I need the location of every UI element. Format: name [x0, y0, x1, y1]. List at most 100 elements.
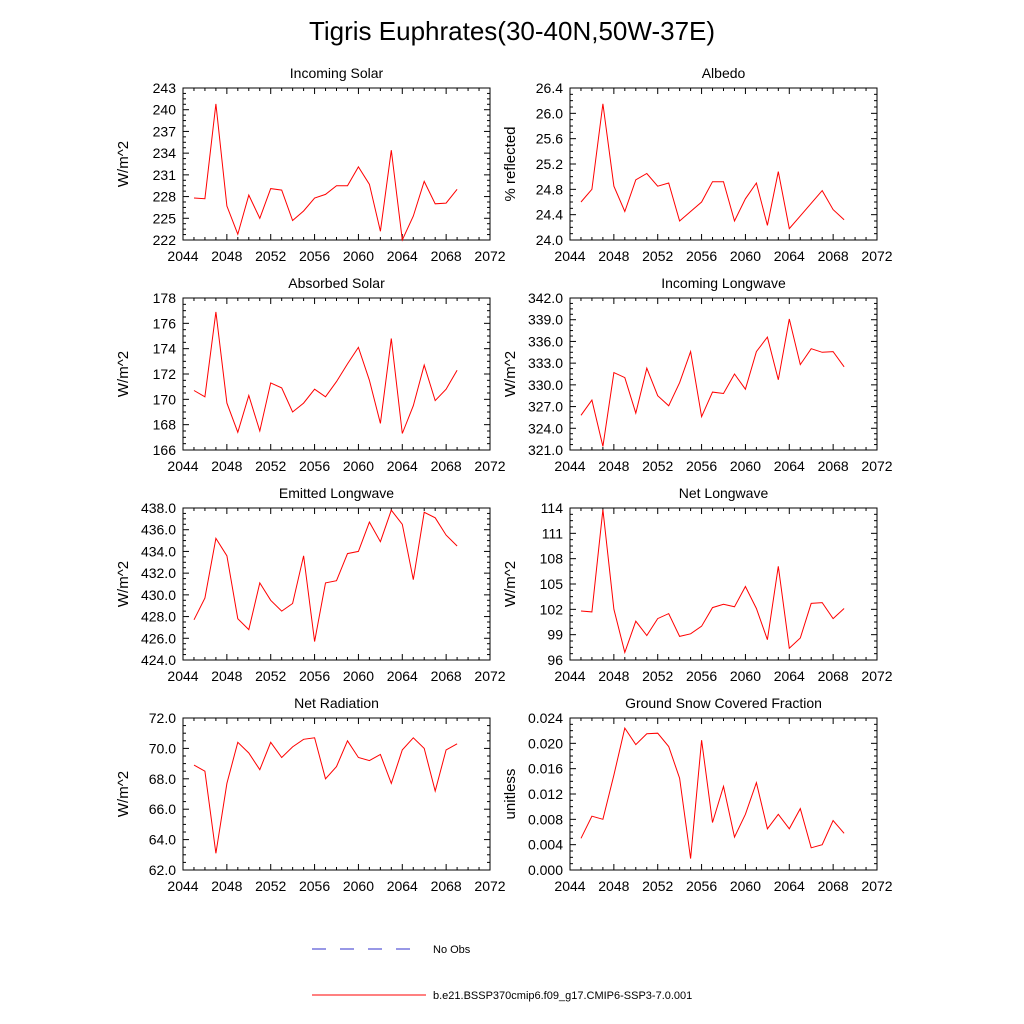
data-point — [788, 317, 791, 320]
data-point — [434, 399, 437, 402]
data-point — [258, 581, 261, 584]
data-point — [821, 843, 824, 846]
data-point — [401, 432, 404, 435]
x-tick-label: 2064 — [387, 668, 418, 684]
data-point — [225, 402, 228, 405]
y-tick-label: 0.000 — [528, 862, 563, 878]
x-tick-label: 2044 — [167, 248, 198, 264]
data-point — [634, 412, 637, 415]
panels: 2044 2048 2052 2056 2060 2064 2068 2072 222 225 22… — [115, 65, 893, 894]
y-tick-label: 172 — [153, 366, 177, 382]
chart-panel: 2044 2048 2052 2056 2060 2064 2068 2072 96 99 102 1… — [502, 485, 893, 684]
y-axis-label: W/m^2 — [502, 351, 519, 397]
data-point — [711, 606, 714, 609]
data-point — [755, 781, 758, 784]
x-tick-label: 2052 — [255, 668, 286, 684]
data-point — [203, 197, 206, 200]
x-tick-label: 2072 — [861, 248, 892, 264]
data-point — [291, 219, 294, 222]
data-point — [324, 777, 327, 780]
y-tick-label: 26.4 — [536, 80, 563, 96]
data-point — [214, 102, 217, 105]
data-point — [777, 170, 780, 173]
data-point — [192, 618, 195, 621]
data-point — [810, 602, 813, 605]
data-point — [700, 625, 703, 628]
data-point — [313, 197, 316, 200]
x-tick-label: 2056 — [686, 248, 717, 264]
x-tick-label: 2052 — [642, 668, 673, 684]
x-tick-label: 2048 — [598, 878, 629, 894]
x-tick-label: 2064 — [387, 878, 418, 894]
data-point — [412, 404, 415, 407]
data-point — [634, 620, 637, 623]
data-point — [445, 748, 448, 751]
data-point — [324, 581, 327, 584]
data-point — [379, 422, 382, 425]
data-point — [247, 194, 250, 197]
x-tick-label: 2060 — [343, 668, 374, 684]
y-tick-label: 434.0 — [141, 543, 176, 559]
data-point — [678, 777, 681, 780]
y-tick-label: 62.0 — [149, 862, 176, 878]
y-tick-label: 105 — [540, 576, 564, 592]
data-point — [579, 610, 582, 613]
data-point — [799, 807, 802, 810]
x-tick-label: 2072 — [861, 668, 892, 684]
y-tick-label: 324.0 — [528, 420, 563, 436]
y-tick-label: 321.0 — [528, 442, 563, 458]
data-point — [346, 552, 349, 555]
data-point — [280, 756, 283, 759]
legend-obs-label: No Obs — [433, 944, 471, 956]
data-point — [335, 380, 338, 383]
series-line — [193, 509, 458, 642]
data-point — [832, 819, 835, 822]
data-point — [579, 201, 582, 204]
x-tick-label: 2048 — [211, 458, 242, 474]
x-tick-label: 2060 — [730, 878, 761, 894]
data-point — [346, 739, 349, 742]
y-axis-label: W/m^2 — [115, 351, 132, 397]
data-point — [346, 362, 349, 365]
data-point — [788, 647, 791, 650]
x-tick-label: 2056 — [299, 458, 330, 474]
data-point — [390, 149, 393, 152]
data-point — [214, 852, 217, 855]
y-axis-label: W/m^2 — [115, 141, 132, 187]
y-tick-label: 168 — [153, 417, 177, 433]
x-tick-label: 2056 — [299, 878, 330, 894]
x-tick-label: 2068 — [431, 878, 462, 894]
data-point — [656, 185, 659, 188]
chart-panel: 2044 2048 2052 2056 2060 2064 2068 2072 321.0 324… — [502, 275, 893, 474]
data-point — [401, 748, 404, 751]
data-point — [766, 827, 769, 830]
data-point — [590, 610, 593, 613]
data-point — [777, 813, 780, 816]
data-point — [700, 739, 703, 742]
data-point — [623, 651, 626, 654]
data-point — [755, 607, 758, 610]
data-point — [623, 210, 626, 213]
x-tick-label: 2056 — [299, 668, 330, 684]
data-point — [214, 537, 217, 540]
y-tick-label: 0.020 — [528, 735, 563, 751]
data-point — [788, 227, 791, 230]
data-point — [335, 765, 338, 768]
x-tick-label: 2044 — [167, 458, 198, 474]
data-point — [777, 378, 780, 381]
data-point — [601, 102, 604, 105]
data-point — [645, 172, 648, 175]
data-point — [843, 607, 846, 610]
x-tick-label: 2060 — [730, 668, 761, 684]
y-tick-label: 174 — [153, 341, 177, 357]
data-point — [744, 585, 747, 588]
data-point — [810, 347, 813, 350]
legend-model-label: b.e21.BSSP370cmip6.f09_g17.CMIP6-SSP3-7.… — [433, 990, 692, 1002]
data-point — [302, 210, 305, 213]
y-tick-label: 342.0 — [528, 290, 563, 306]
y-tick-label: 330.0 — [528, 377, 563, 393]
data-point — [656, 732, 659, 735]
data-point — [258, 430, 261, 433]
x-tick-label: 2068 — [431, 458, 462, 474]
